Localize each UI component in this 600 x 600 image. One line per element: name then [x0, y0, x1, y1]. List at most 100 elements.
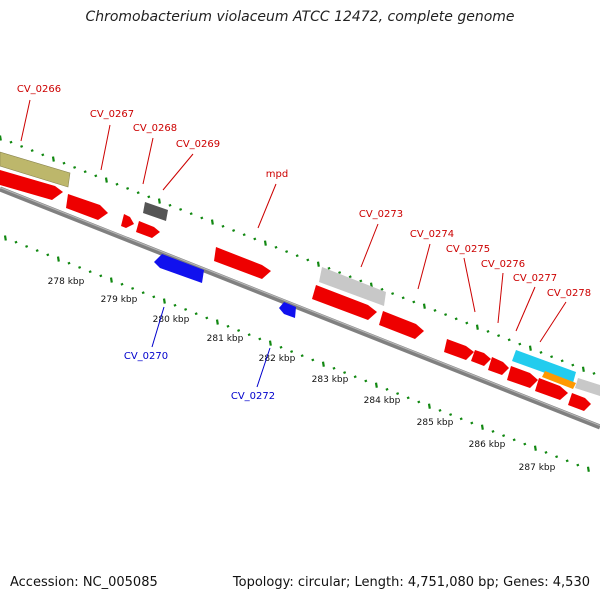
inner-ring-minor-tick: [258, 337, 262, 341]
gene-cv-0273-arrow[interactable]: [312, 285, 377, 320]
outer-ring-minor-tick: [338, 271, 342, 274]
outer-ring-minor-tick: [518, 342, 522, 346]
inner-ring-major-tick: [480, 424, 484, 430]
outer-ring-minor-tick: [497, 334, 501, 338]
gene-cv-0268a[interactable]: [121, 214, 134, 228]
outer-ring-minor-tick: [221, 224, 225, 228]
outer-ring-minor-tick: [179, 208, 183, 211]
gene-leader-line: [142, 137, 154, 185]
gene-cv-0272[interactable]: [279, 302, 296, 318]
gene-label[interactable]: CV_0277: [513, 273, 557, 284]
outer-ring-major-tick: [104, 177, 108, 183]
topology-text: Topology: circular; Length: 4,751,080 bp…: [232, 575, 590, 590]
inner-ring-minor-tick: [141, 291, 145, 295]
outer-ring-minor-tick: [83, 170, 87, 174]
inner-ring-minor-tick: [237, 329, 241, 332]
scale-label: 281 kbp: [207, 334, 244, 344]
scale-label: 279 kbp: [101, 295, 138, 305]
map-title: Chromobacterium violaceum ATCC 12472, co…: [85, 9, 515, 25]
gene-cv-0277[interactable]: [512, 350, 576, 383]
inner-ring-minor-tick: [290, 350, 294, 353]
gene-cv-0273[interactable]: [319, 267, 386, 306]
outer-ring-minor-tick: [401, 296, 405, 300]
scale-label: 282 kbp: [259, 354, 296, 364]
outer-ring-minor-tick: [412, 300, 416, 304]
inner-ring-minor-tick: [332, 366, 336, 370]
gene-gray-edge[interactable]: [575, 378, 600, 396]
gene-cv-0268[interactable]: [143, 202, 168, 221]
inner-ring-minor-tick: [555, 455, 559, 459]
scale-label: 284 kbp: [364, 396, 401, 406]
outer-ring-minor-tick: [274, 245, 278, 249]
scale-label: 287 kbp: [519, 463, 556, 473]
gene-label[interactable]: CV_0266: [17, 84, 61, 95]
inner-ring-minor-tick: [99, 274, 103, 278]
gene-cv-0274[interactable]: [379, 311, 424, 339]
gene-leader-line: [515, 286, 536, 332]
gene-cv-0276[interactable]: [471, 350, 491, 366]
inner-ring-minor-tick: [449, 413, 453, 417]
outer-ring-major-tick: [475, 324, 479, 330]
outer-ring-minor-tick: [486, 329, 490, 333]
gene-label[interactable]: CV_0269: [176, 139, 220, 150]
inner-ring-minor-tick: [35, 249, 39, 253]
gene-cv-0278[interactable]: [507, 366, 538, 388]
genome-backbone-highlight: [0, 186, 600, 427]
inner-ring-minor-tick: [14, 240, 18, 244]
outer-ring-minor-tick: [348, 275, 352, 279]
gene-cv-0277b[interactable]: [542, 371, 576, 389]
outer-ring-minor-tick: [359, 279, 363, 283]
gene-label[interactable]: CV_0272: [231, 391, 275, 402]
outer-ring-minor-tick: [327, 266, 331, 270]
inner-ring-major-tick: [215, 319, 219, 325]
outer-ring-major-tick: [263, 240, 267, 246]
inner-ring-major-tick: [162, 298, 166, 304]
outer-ring-minor-tick: [295, 254, 299, 258]
gene-label[interactable]: CV_0276: [481, 259, 525, 270]
outer-ring-minor-tick: [454, 317, 458, 321]
gene-label[interactable]: mpd: [266, 169, 288, 180]
inner-ring-major-tick: [374, 382, 378, 388]
gene-cv-0269[interactable]: [136, 221, 160, 238]
outer-ring-major-tick: [0, 135, 2, 141]
inner-ring-major-tick: [586, 466, 590, 472]
gene-leader-line: [497, 272, 504, 324]
gene-leader-line: [257, 183, 277, 229]
inner-ring-minor-tick: [438, 408, 442, 412]
outer-ring-minor-tick: [9, 140, 13, 144]
genome-backbone: [0, 186, 600, 430]
outer-ring-minor-tick: [380, 287, 384, 291]
gene-cv-0270[interactable]: [154, 254, 204, 283]
outer-ring-minor-tick: [242, 233, 246, 237]
inner-ring-minor-tick: [46, 253, 50, 257]
gene-cv-0277a[interactable]: [488, 357, 509, 375]
gene-label[interactable]: CV_0278: [547, 288, 591, 299]
outer-ring-minor-tick: [444, 313, 448, 317]
gene-label[interactable]: CV_0268: [133, 123, 177, 134]
inner-ring-minor-tick: [67, 261, 71, 265]
outer-ring-minor-tick: [73, 165, 77, 169]
gene-label[interactable]: CV_0270: [124, 351, 168, 362]
gene-cv-0266[interactable]: [0, 151, 71, 188]
gene-label[interactable]: CV_0273: [359, 209, 403, 220]
outer-ring-minor-tick: [465, 321, 469, 325]
inner-ring-major-tick: [533, 445, 537, 451]
gene-cv-0278b[interactable]: [535, 378, 568, 400]
gene-cv-0266-arrow[interactable]: [0, 170, 63, 200]
gene-label[interactable]: CV_0267: [90, 109, 134, 120]
outer-ring-major-tick: [157, 198, 161, 204]
gene-label[interactable]: CV_0275: [446, 244, 490, 255]
inner-ring-minor-tick: [78, 265, 82, 269]
gene-cv-0267[interactable]: [66, 194, 108, 220]
gene-cv-0279[interactable]: [568, 393, 591, 411]
inner-tick-ring: [3, 235, 590, 472]
inner-ring-minor-tick: [491, 429, 495, 433]
inner-ring-minor-tick: [226, 324, 230, 328]
inner-ring-major-tick: [109, 277, 113, 283]
outer-ring-minor-tick: [253, 237, 257, 241]
gene-leader-line: [539, 301, 567, 343]
gene-mpd[interactable]: [214, 247, 271, 279]
gene-label[interactable]: CV_0274: [410, 229, 454, 240]
outer-ring-minor-tick: [232, 229, 236, 232]
gene-cv-0275[interactable]: [444, 339, 474, 360]
